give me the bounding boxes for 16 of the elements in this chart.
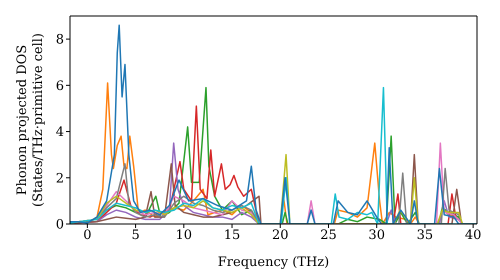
- y-tick-label: 0: [56, 218, 64, 233]
- y-tick-label: 2: [56, 171, 64, 186]
- y-tick-label: 8: [56, 32, 64, 48]
- y-axis-title: Phonon projected DOS (States/THz·primitive cell): [15, 32, 46, 208]
- y-tick-label: 4: [56, 125, 64, 140]
- x-tick-label: 0: [83, 228, 92, 244]
- x-tick-label: 40: [464, 228, 482, 244]
- x-tick-label: 35: [416, 228, 434, 244]
- x-tick-label: 10: [176, 228, 192, 244]
- x-tick-label: 25: [320, 228, 337, 244]
- x-axis-title: Frequency (THz): [218, 255, 330, 270]
- x-tick-label: 30: [368, 228, 385, 244]
- y-tick-label: 6: [56, 78, 64, 94]
- x-tick-label: 20: [272, 228, 289, 244]
- x-tick-label: 5: [131, 228, 140, 244]
- x-tick-label: 15: [224, 228, 240, 244]
